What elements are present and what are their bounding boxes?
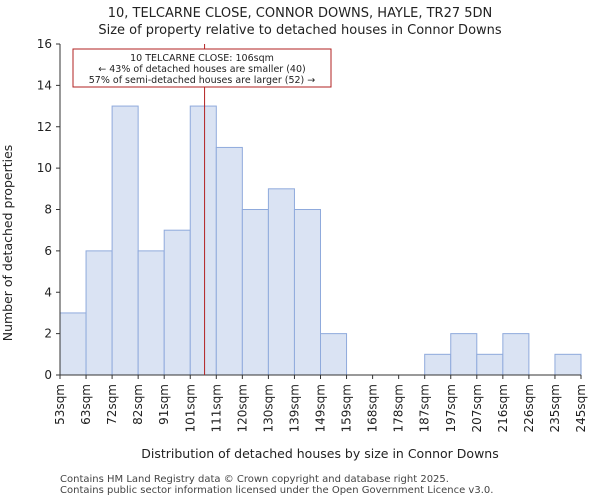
y-tick-label: 6 [44,244,52,258]
x-tick-label: 111sqm [209,384,223,432]
y-tick-label: 8 [44,203,52,217]
y-tick-label: 16 [37,37,52,51]
x-tick-label: 226sqm [522,384,536,432]
bar-216sqm [502,333,530,376]
bar-91sqm [163,229,191,376]
footer-line1: Contains HM Land Registry data © Crown c… [60,474,449,485]
chart-title-line2: Size of property relative to detached ho… [98,23,502,38]
x-axis-label: Distribution of detached houses by size … [141,446,498,461]
bar-63sqm [85,250,113,376]
bar-139sqm [293,209,322,376]
x-tick-label: 187sqm [418,384,432,432]
bar-53sqm [59,312,87,376]
bar-235sqm [554,353,582,376]
y-axis-label: Number of detached properties [0,145,15,342]
y-tick-label: 14 [37,78,52,92]
y-tick-label: 0 [44,368,52,382]
bar-197sqm [450,333,478,376]
bar-207sqm [476,353,504,376]
x-tick-label: 168sqm [366,384,380,432]
x-tick-label: 120sqm [235,384,249,432]
y-tick-label: 10 [37,161,52,175]
bar-72sqm [111,105,139,376]
y-tick-label: 2 [44,327,52,341]
x-tick-label: 178sqm [392,384,406,432]
x-tick-label: 245sqm [574,384,588,432]
bar-82sqm [137,250,165,376]
x-tick-label: 235sqm [548,384,562,432]
x-tick-label: 130sqm [261,384,275,432]
x-tick-label: 149sqm [314,384,328,432]
bar-130sqm [267,188,295,376]
plot-area: 0 2 4 6 8 10 12 14 16 53sqm 63sqm 72sqm 82sqm 91sqm 10… [37,37,588,432]
x-tick-label: 216sqm [496,384,510,432]
x-tick-label: 82sqm [131,384,145,425]
x-tick-label: 101sqm [183,384,197,432]
annotation-line-3: 57% of semi-detached houses are larger (… [89,75,316,86]
x-tick-label: 63sqm [79,384,93,425]
annotation-line-1: 10 TELCARNE CLOSE: 106sqm [130,53,274,64]
x-tick-label: 139sqm [287,384,301,432]
y-tick-label: 12 [37,120,52,134]
bar-149sqm [320,333,348,376]
x-tick-label: 207sqm [470,384,484,432]
x-tick-label: 159sqm [340,384,354,432]
bar-111sqm [215,146,243,376]
bar-120sqm [241,209,269,376]
chart-title-line1: 10, TELCARNE CLOSE, CONNOR DOWNS, HAYLE,… [108,6,493,21]
annotation-line-2: ← 43% of detached houses are smaller (40… [98,64,305,75]
x-tick-label: 197sqm [444,384,458,432]
x-tick-label: 53sqm [53,384,67,425]
y-tick-label: 4 [44,285,52,299]
bar-101sqm [189,105,217,376]
x-tick-label: 72sqm [105,384,119,425]
footer-line2: Contains public sector information licen… [60,485,494,496]
annotation-box [72,48,332,88]
bar-187sqm [424,353,452,376]
x-tick-label: 91sqm [157,384,171,425]
